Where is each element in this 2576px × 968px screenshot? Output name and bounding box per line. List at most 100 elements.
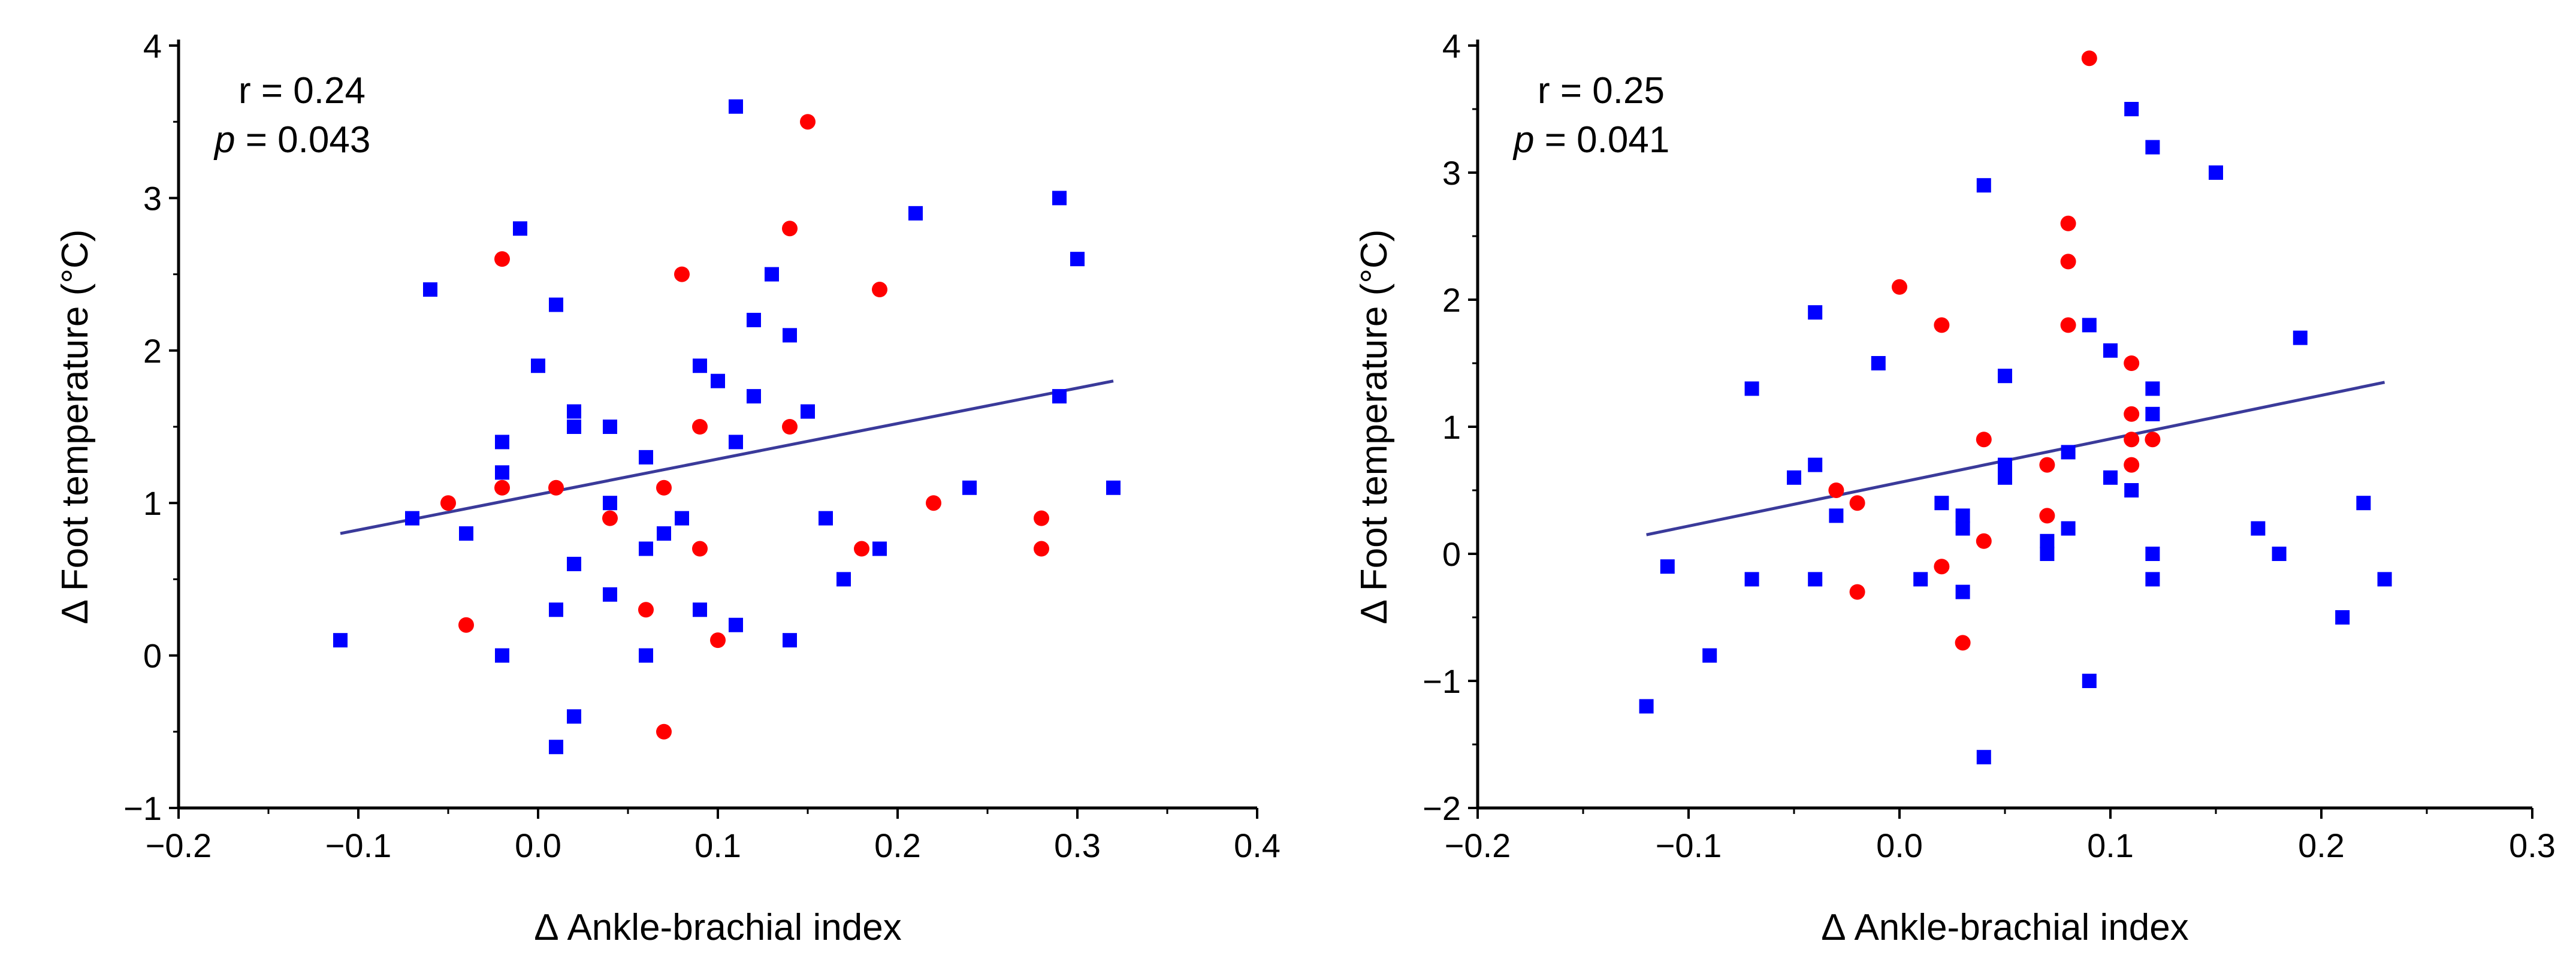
data-point-circle <box>872 282 887 298</box>
data-point-square <box>567 556 581 571</box>
data-point-square <box>2293 330 2308 345</box>
x-tick-label: 0.4 <box>1234 827 1281 864</box>
y-tick-label: 0 <box>1442 535 1461 573</box>
y-tick-label: −1 <box>123 789 162 827</box>
data-point-circle <box>1934 559 1950 575</box>
data-point-square <box>1702 648 1717 663</box>
data-point-square <box>1052 389 1067 404</box>
data-point-circle <box>638 602 654 618</box>
data-point-square <box>2082 674 2097 688</box>
y-tick-label: 2 <box>143 332 162 370</box>
data-point-square <box>2145 406 2160 421</box>
data-point-square <box>2251 521 2266 536</box>
data-point-square <box>1808 305 1823 320</box>
regression-line <box>340 379 1114 535</box>
data-point-circle <box>800 114 816 130</box>
data-point-square <box>2356 496 2371 511</box>
data-point-circle <box>458 617 474 633</box>
data-point-circle <box>494 251 510 267</box>
p-value: = 0.041 <box>1534 119 1669 161</box>
data-point-circle <box>926 495 941 511</box>
data-point-square <box>1913 572 1928 587</box>
x-tick-label: 0.3 <box>1054 827 1101 864</box>
x-tick-label: −0.2 <box>1445 827 1511 864</box>
p-symbol: p <box>213 119 235 161</box>
data-point-circle <box>2060 254 2076 270</box>
data-point-square <box>2377 572 2392 587</box>
data-point-square <box>1934 496 1949 511</box>
data-point-square <box>1976 178 1991 193</box>
data-point-square <box>549 740 563 755</box>
data-point-circle <box>1849 584 1865 600</box>
data-point-circle <box>692 541 708 557</box>
data-point-circle <box>494 480 510 496</box>
data-point-square <box>2209 165 2223 180</box>
data-point-square <box>1871 356 1886 370</box>
data-point-square <box>1660 559 1675 574</box>
data-point-square <box>549 602 563 617</box>
x-axis-title: Δ Ankle-brachial index <box>1821 907 2189 948</box>
data-point-square <box>1744 381 1759 396</box>
data-point-square <box>819 511 833 526</box>
y-tick-label: 1 <box>143 484 162 522</box>
data-point-square <box>1639 699 1654 714</box>
data-point-circle <box>1955 635 1971 651</box>
y-tick-label: −1 <box>1423 662 1461 700</box>
data-point-square <box>423 282 437 297</box>
data-point-square <box>639 450 653 465</box>
x-tick-label: −0.1 <box>325 827 392 864</box>
data-point-square <box>1955 521 1970 536</box>
data-point-square <box>1998 369 2012 384</box>
data-point-square <box>603 587 617 602</box>
y-tick-label: 3 <box>143 179 162 217</box>
data-point-circle <box>1828 483 1844 498</box>
data-point-square <box>693 602 707 617</box>
x-axis-title: Δ Ankle-brachial index <box>534 907 902 948</box>
data-point-square <box>639 541 653 556</box>
data-point-square <box>567 404 581 419</box>
data-point-square <box>495 465 509 480</box>
correlation-r-label: r = 0.25 <box>1538 70 1665 111</box>
data-point-square <box>1998 457 2012 472</box>
data-point-circle <box>2060 317 2076 333</box>
data-point-circle <box>656 480 672 496</box>
data-point-square <box>603 496 617 511</box>
data-point-square <box>2145 572 2160 587</box>
data-point-square <box>2040 547 2055 561</box>
data-point-circle <box>2039 508 2055 524</box>
left-scatter-panel: −1 0 1 2 3 4 −0.2 −0.1 0.0 0.1 0.2 0.3 0.4 Δ Ankle-br… <box>55 27 1281 948</box>
data-point-circle <box>1892 279 1907 295</box>
p-value-label: p = 0.041 <box>1512 119 1669 161</box>
x-tick-label: 0.3 <box>2509 827 2556 864</box>
data-point-square <box>908 206 923 221</box>
data-point-square <box>1808 572 1823 587</box>
data-point-square <box>1829 508 1844 523</box>
data-point-circle <box>692 419 708 435</box>
data-point-circle <box>2124 457 2140 473</box>
p-symbol: p <box>1512 119 1534 161</box>
correlation-r-label: r = 0.24 <box>238 70 366 111</box>
data-point-circle <box>602 510 618 526</box>
data-point-circle <box>710 632 726 649</box>
data-point-circle <box>854 541 869 557</box>
data-point-square <box>657 526 671 541</box>
x-tick-label: −0.1 <box>1656 827 1722 864</box>
data-point-circle <box>1034 510 1049 526</box>
data-point-square <box>765 267 779 282</box>
x-tick-label: 0.0 <box>1876 827 1923 864</box>
data-point-square <box>639 648 653 663</box>
x-tick-label: 0.1 <box>694 827 741 864</box>
data-point-square <box>2061 445 2076 460</box>
data-point-square <box>1955 508 1970 523</box>
data-point-square <box>1808 457 1823 472</box>
data-point-square <box>567 420 581 434</box>
data-point-square <box>729 617 743 632</box>
data-point-square <box>747 312 761 327</box>
data-point-square <box>495 435 509 450</box>
data-point-circle <box>2081 50 2097 67</box>
data-point-square <box>2272 547 2287 561</box>
y-tick-label: 4 <box>1442 27 1461 65</box>
data-point-square <box>729 435 743 450</box>
data-point-square <box>962 480 977 495</box>
